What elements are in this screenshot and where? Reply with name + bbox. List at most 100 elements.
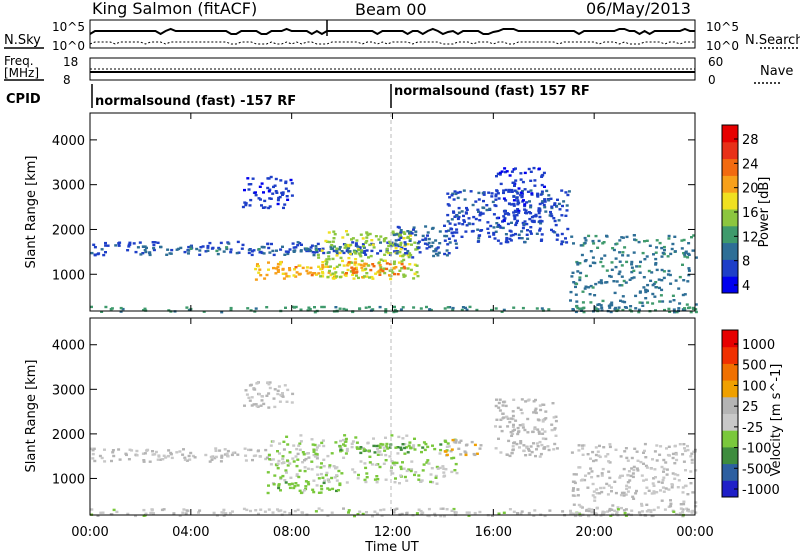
data-cell [662, 276, 666, 280]
data-cell [230, 453, 234, 457]
data-cell [263, 510, 267, 513]
data-cell [225, 247, 229, 251]
data-cell [340, 250, 344, 253]
data-cell [401, 443, 405, 446]
data-cell [667, 307, 671, 311]
data-cell [633, 238, 636, 241]
data-cell [269, 463, 273, 466]
data-cell [439, 507, 443, 510]
data-cell [278, 263, 282, 266]
data-cell [240, 247, 244, 250]
data-cell [309, 266, 313, 270]
data-cell [467, 217, 471, 220]
data-cell [311, 488, 315, 491]
data-cell [455, 228, 459, 231]
data-cell [298, 448, 302, 451]
data-cell [275, 249, 278, 252]
colorbar-band [722, 158, 738, 176]
colorbar-tick-label: 500 [742, 359, 767, 374]
data-cell [682, 443, 686, 446]
data-cell [501, 400, 505, 404]
data-cell [319, 275, 323, 278]
data-cell [286, 443, 290, 446]
data-cell [127, 243, 131, 246]
data-cell [494, 307, 498, 310]
data-cell [294, 275, 298, 278]
data-cell [631, 475, 635, 479]
data-cell [279, 179, 283, 182]
data-cell [276, 202, 280, 206]
data-cell [347, 263, 351, 266]
data-cell [450, 509, 454, 512]
data-cell [587, 507, 591, 511]
data-cell [451, 192, 455, 195]
data-cell [437, 251, 441, 254]
data-cell [625, 260, 629, 264]
data-cell [312, 253, 316, 257]
data-cell [512, 510, 516, 513]
data-cell [359, 263, 363, 267]
data-cell [356, 477, 360, 480]
data-cell [626, 459, 630, 462]
data-cell [286, 198, 290, 201]
data-cell [188, 458, 192, 461]
data-cell [608, 445, 612, 449]
data-cell [261, 206, 265, 209]
data-cell [425, 461, 429, 464]
data-cell [578, 307, 582, 310]
data-cell [334, 271, 338, 274]
data-cell [353, 261, 357, 264]
data-cell [519, 408, 523, 411]
data-cell [314, 510, 318, 513]
data-cell [401, 254, 405, 258]
data-cell [297, 444, 301, 447]
data-cell [272, 266, 275, 270]
data-cell [438, 230, 442, 233]
data-cell [396, 452, 400, 455]
data-cell [596, 474, 600, 478]
data-cell [292, 250, 296, 253]
data-cell [99, 511, 103, 514]
data-cell [321, 270, 324, 274]
data-cell [498, 425, 502, 428]
data-cell [407, 444, 411, 447]
data-cell [291, 457, 295, 460]
data-cell [537, 168, 541, 171]
data-cell [254, 267, 258, 271]
data-cell [593, 496, 597, 499]
data-cell [371, 515, 374, 518]
data-cell [408, 441, 412, 444]
data-cell [423, 448, 427, 452]
data-cell [290, 182, 294, 185]
date-title: 06/May/2013 [586, 0, 691, 18]
data-cell [100, 248, 104, 251]
data-cell [357, 263, 361, 266]
x-tick-label: 08:00 [273, 525, 310, 540]
data-cell [445, 249, 449, 252]
data-cell [543, 430, 547, 433]
data-cell [126, 249, 130, 252]
data-cell [330, 452, 334, 455]
data-cell [143, 248, 147, 252]
data-cell [187, 249, 191, 252]
data-cell [478, 212, 482, 215]
beam-title: Beam 00 [355, 0, 427, 19]
data-cell [652, 508, 656, 512]
data-cell [619, 299, 622, 302]
data-cell [321, 439, 325, 442]
data-cell [450, 194, 454, 197]
data-cell [561, 204, 564, 208]
data-cell [298, 272, 302, 276]
data-cell [170, 456, 174, 460]
data-cell [314, 448, 318, 452]
colorbar-tick-label: 8 [742, 255, 750, 270]
data-cell [575, 511, 579, 515]
data-cell [284, 272, 288, 275]
data-cell [334, 441, 338, 444]
data-cell [686, 508, 690, 511]
data-cell [678, 443, 682, 446]
data-cell [501, 412, 505, 415]
data-cell [523, 428, 527, 432]
data-cell [294, 266, 298, 269]
